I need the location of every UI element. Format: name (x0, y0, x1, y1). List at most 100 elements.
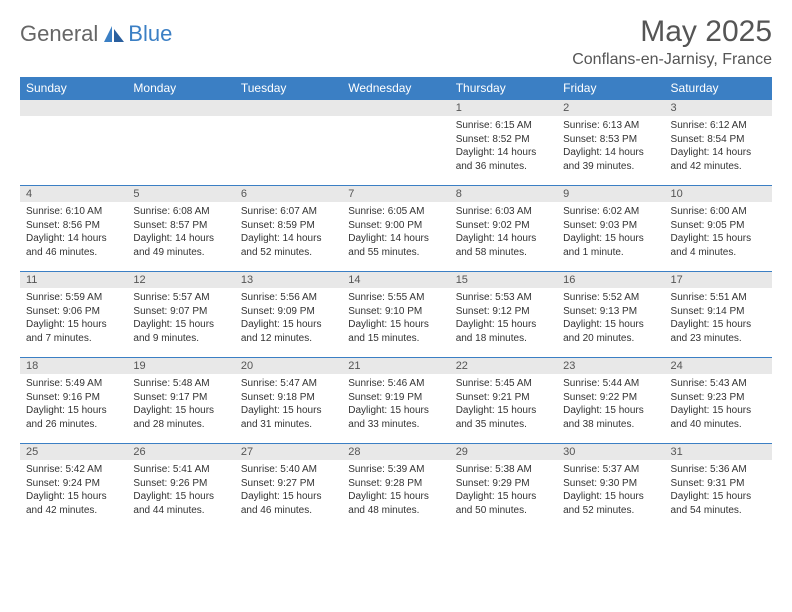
day-number: 21 (342, 358, 449, 374)
day-number: 10 (665, 186, 772, 202)
day-number: 6 (235, 186, 342, 202)
calendar-day-cell: 8Sunrise: 6:03 AMSunset: 9:02 PMDaylight… (450, 186, 557, 272)
calendar-day-cell: 14Sunrise: 5:55 AMSunset: 9:10 PMDayligh… (342, 272, 449, 358)
day-details: Sunrise: 5:36 AMSunset: 9:31 PMDaylight:… (665, 460, 772, 520)
weekday-header: Wednesday (342, 77, 449, 100)
calendar-week-row: 4Sunrise: 6:10 AMSunset: 8:56 PMDaylight… (20, 186, 772, 272)
header: General Blue May 2025 Conflans-en-Jarnis… (20, 15, 772, 69)
weekday-header: Saturday (665, 77, 772, 100)
day-details: Sunrise: 5:43 AMSunset: 9:23 PMDaylight:… (665, 374, 772, 434)
calendar-day-cell: 19Sunrise: 5:48 AMSunset: 9:17 PMDayligh… (127, 358, 234, 444)
month-title: May 2025 (572, 15, 772, 49)
calendar-day-cell: 1Sunrise: 6:15 AMSunset: 8:52 PMDaylight… (450, 100, 557, 186)
day-details: Sunrise: 5:55 AMSunset: 9:10 PMDaylight:… (342, 288, 449, 348)
weekday-header: Monday (127, 77, 234, 100)
day-details: Sunrise: 5:56 AMSunset: 9:09 PMDaylight:… (235, 288, 342, 348)
calendar-day-cell: 31Sunrise: 5:36 AMSunset: 9:31 PMDayligh… (665, 444, 772, 530)
calendar-day-cell (342, 100, 449, 186)
calendar-day-cell (127, 100, 234, 186)
day-details: Sunrise: 5:38 AMSunset: 9:29 PMDaylight:… (450, 460, 557, 520)
day-number: 7 (342, 186, 449, 202)
day-number: 19 (127, 358, 234, 374)
calendar-day-cell (20, 100, 127, 186)
day-number: 23 (557, 358, 664, 374)
day-number: 27 (235, 444, 342, 460)
day-details: Sunrise: 6:02 AMSunset: 9:03 PMDaylight:… (557, 202, 664, 262)
calendar-day-cell: 23Sunrise: 5:44 AMSunset: 9:22 PMDayligh… (557, 358, 664, 444)
calendar-day-cell: 16Sunrise: 5:52 AMSunset: 9:13 PMDayligh… (557, 272, 664, 358)
logo-text-1: General (20, 21, 98, 47)
day-details: Sunrise: 5:51 AMSunset: 9:14 PMDaylight:… (665, 288, 772, 348)
day-details: Sunrise: 5:40 AMSunset: 9:27 PMDaylight:… (235, 460, 342, 520)
calendar-day-cell: 4Sunrise: 6:10 AMSunset: 8:56 PMDaylight… (20, 186, 127, 272)
calendar-day-cell: 30Sunrise: 5:37 AMSunset: 9:30 PMDayligh… (557, 444, 664, 530)
calendar-day-cell: 28Sunrise: 5:39 AMSunset: 9:28 PMDayligh… (342, 444, 449, 530)
day-number: 25 (20, 444, 127, 460)
day-number: 26 (127, 444, 234, 460)
calendar-day-cell: 2Sunrise: 6:13 AMSunset: 8:53 PMDaylight… (557, 100, 664, 186)
day-details: Sunrise: 6:05 AMSunset: 9:00 PMDaylight:… (342, 202, 449, 262)
day-number: 16 (557, 272, 664, 288)
calendar-week-row: 25Sunrise: 5:42 AMSunset: 9:24 PMDayligh… (20, 444, 772, 530)
calendar-day-cell: 24Sunrise: 5:43 AMSunset: 9:23 PMDayligh… (665, 358, 772, 444)
day-number: 28 (342, 444, 449, 460)
calendar-day-cell: 7Sunrise: 6:05 AMSunset: 9:00 PMDaylight… (342, 186, 449, 272)
day-number: 14 (342, 272, 449, 288)
calendar-day-cell: 6Sunrise: 6:07 AMSunset: 8:59 PMDaylight… (235, 186, 342, 272)
day-details: Sunrise: 5:47 AMSunset: 9:18 PMDaylight:… (235, 374, 342, 434)
day-number: 5 (127, 186, 234, 202)
weekday-header: Friday (557, 77, 664, 100)
calendar-day-cell: 12Sunrise: 5:57 AMSunset: 9:07 PMDayligh… (127, 272, 234, 358)
calendar-table: Sunday Monday Tuesday Wednesday Thursday… (20, 77, 772, 530)
day-number: 24 (665, 358, 772, 374)
day-number: 30 (557, 444, 664, 460)
day-details: Sunrise: 6:10 AMSunset: 8:56 PMDaylight:… (20, 202, 127, 262)
day-details: Sunrise: 6:12 AMSunset: 8:54 PMDaylight:… (665, 116, 772, 176)
day-details: Sunrise: 5:44 AMSunset: 9:22 PMDaylight:… (557, 374, 664, 434)
logo: General Blue (20, 21, 172, 47)
day-details: Sunrise: 6:15 AMSunset: 8:52 PMDaylight:… (450, 116, 557, 176)
day-details: Sunrise: 6:03 AMSunset: 9:02 PMDaylight:… (450, 202, 557, 262)
day-number: 29 (450, 444, 557, 460)
day-details: Sunrise: 5:46 AMSunset: 9:19 PMDaylight:… (342, 374, 449, 434)
calendar-day-cell: 9Sunrise: 6:02 AMSunset: 9:03 PMDaylight… (557, 186, 664, 272)
day-details: Sunrise: 5:37 AMSunset: 9:30 PMDaylight:… (557, 460, 664, 520)
calendar-day-cell (235, 100, 342, 186)
logo-text-2: Blue (128, 21, 172, 47)
day-number: 12 (127, 272, 234, 288)
day-number: 1 (450, 100, 557, 116)
calendar-day-cell: 13Sunrise: 5:56 AMSunset: 9:09 PMDayligh… (235, 272, 342, 358)
calendar-day-cell: 15Sunrise: 5:53 AMSunset: 9:12 PMDayligh… (450, 272, 557, 358)
day-details: Sunrise: 5:49 AMSunset: 9:16 PMDaylight:… (20, 374, 127, 434)
title-block: May 2025 Conflans-en-Jarnisy, France (572, 15, 772, 69)
day-details: Sunrise: 5:45 AMSunset: 9:21 PMDaylight:… (450, 374, 557, 434)
calendar-day-cell: 25Sunrise: 5:42 AMSunset: 9:24 PMDayligh… (20, 444, 127, 530)
location: Conflans-en-Jarnisy, France (572, 51, 772, 69)
calendar-day-cell: 21Sunrise: 5:46 AMSunset: 9:19 PMDayligh… (342, 358, 449, 444)
day-number: 20 (235, 358, 342, 374)
day-details: Sunrise: 5:41 AMSunset: 9:26 PMDaylight:… (127, 460, 234, 520)
calendar-day-cell: 5Sunrise: 6:08 AMSunset: 8:57 PMDaylight… (127, 186, 234, 272)
day-details: Sunrise: 5:39 AMSunset: 9:28 PMDaylight:… (342, 460, 449, 520)
weekday-header: Sunday (20, 77, 127, 100)
day-number: 11 (20, 272, 127, 288)
day-details: Sunrise: 6:08 AMSunset: 8:57 PMDaylight:… (127, 202, 234, 262)
day-number: 15 (450, 272, 557, 288)
day-details: Sunrise: 6:13 AMSunset: 8:53 PMDaylight:… (557, 116, 664, 176)
day-details: Sunrise: 5:59 AMSunset: 9:06 PMDaylight:… (20, 288, 127, 348)
day-number: 2 (557, 100, 664, 116)
calendar-day-cell: 17Sunrise: 5:51 AMSunset: 9:14 PMDayligh… (665, 272, 772, 358)
day-number: 4 (20, 186, 127, 202)
calendar-day-cell: 26Sunrise: 5:41 AMSunset: 9:26 PMDayligh… (127, 444, 234, 530)
day-details: Sunrise: 5:52 AMSunset: 9:13 PMDaylight:… (557, 288, 664, 348)
day-number: 3 (665, 100, 772, 116)
day-number: 8 (450, 186, 557, 202)
day-number: 17 (665, 272, 772, 288)
calendar-day-cell: 20Sunrise: 5:47 AMSunset: 9:18 PMDayligh… (235, 358, 342, 444)
calendar-day-cell: 22Sunrise: 5:45 AMSunset: 9:21 PMDayligh… (450, 358, 557, 444)
day-number-empty (342, 100, 449, 116)
day-details: Sunrise: 5:48 AMSunset: 9:17 PMDaylight:… (127, 374, 234, 434)
calendar-day-cell: 29Sunrise: 5:38 AMSunset: 9:29 PMDayligh… (450, 444, 557, 530)
day-number: 9 (557, 186, 664, 202)
day-number-empty (20, 100, 127, 116)
